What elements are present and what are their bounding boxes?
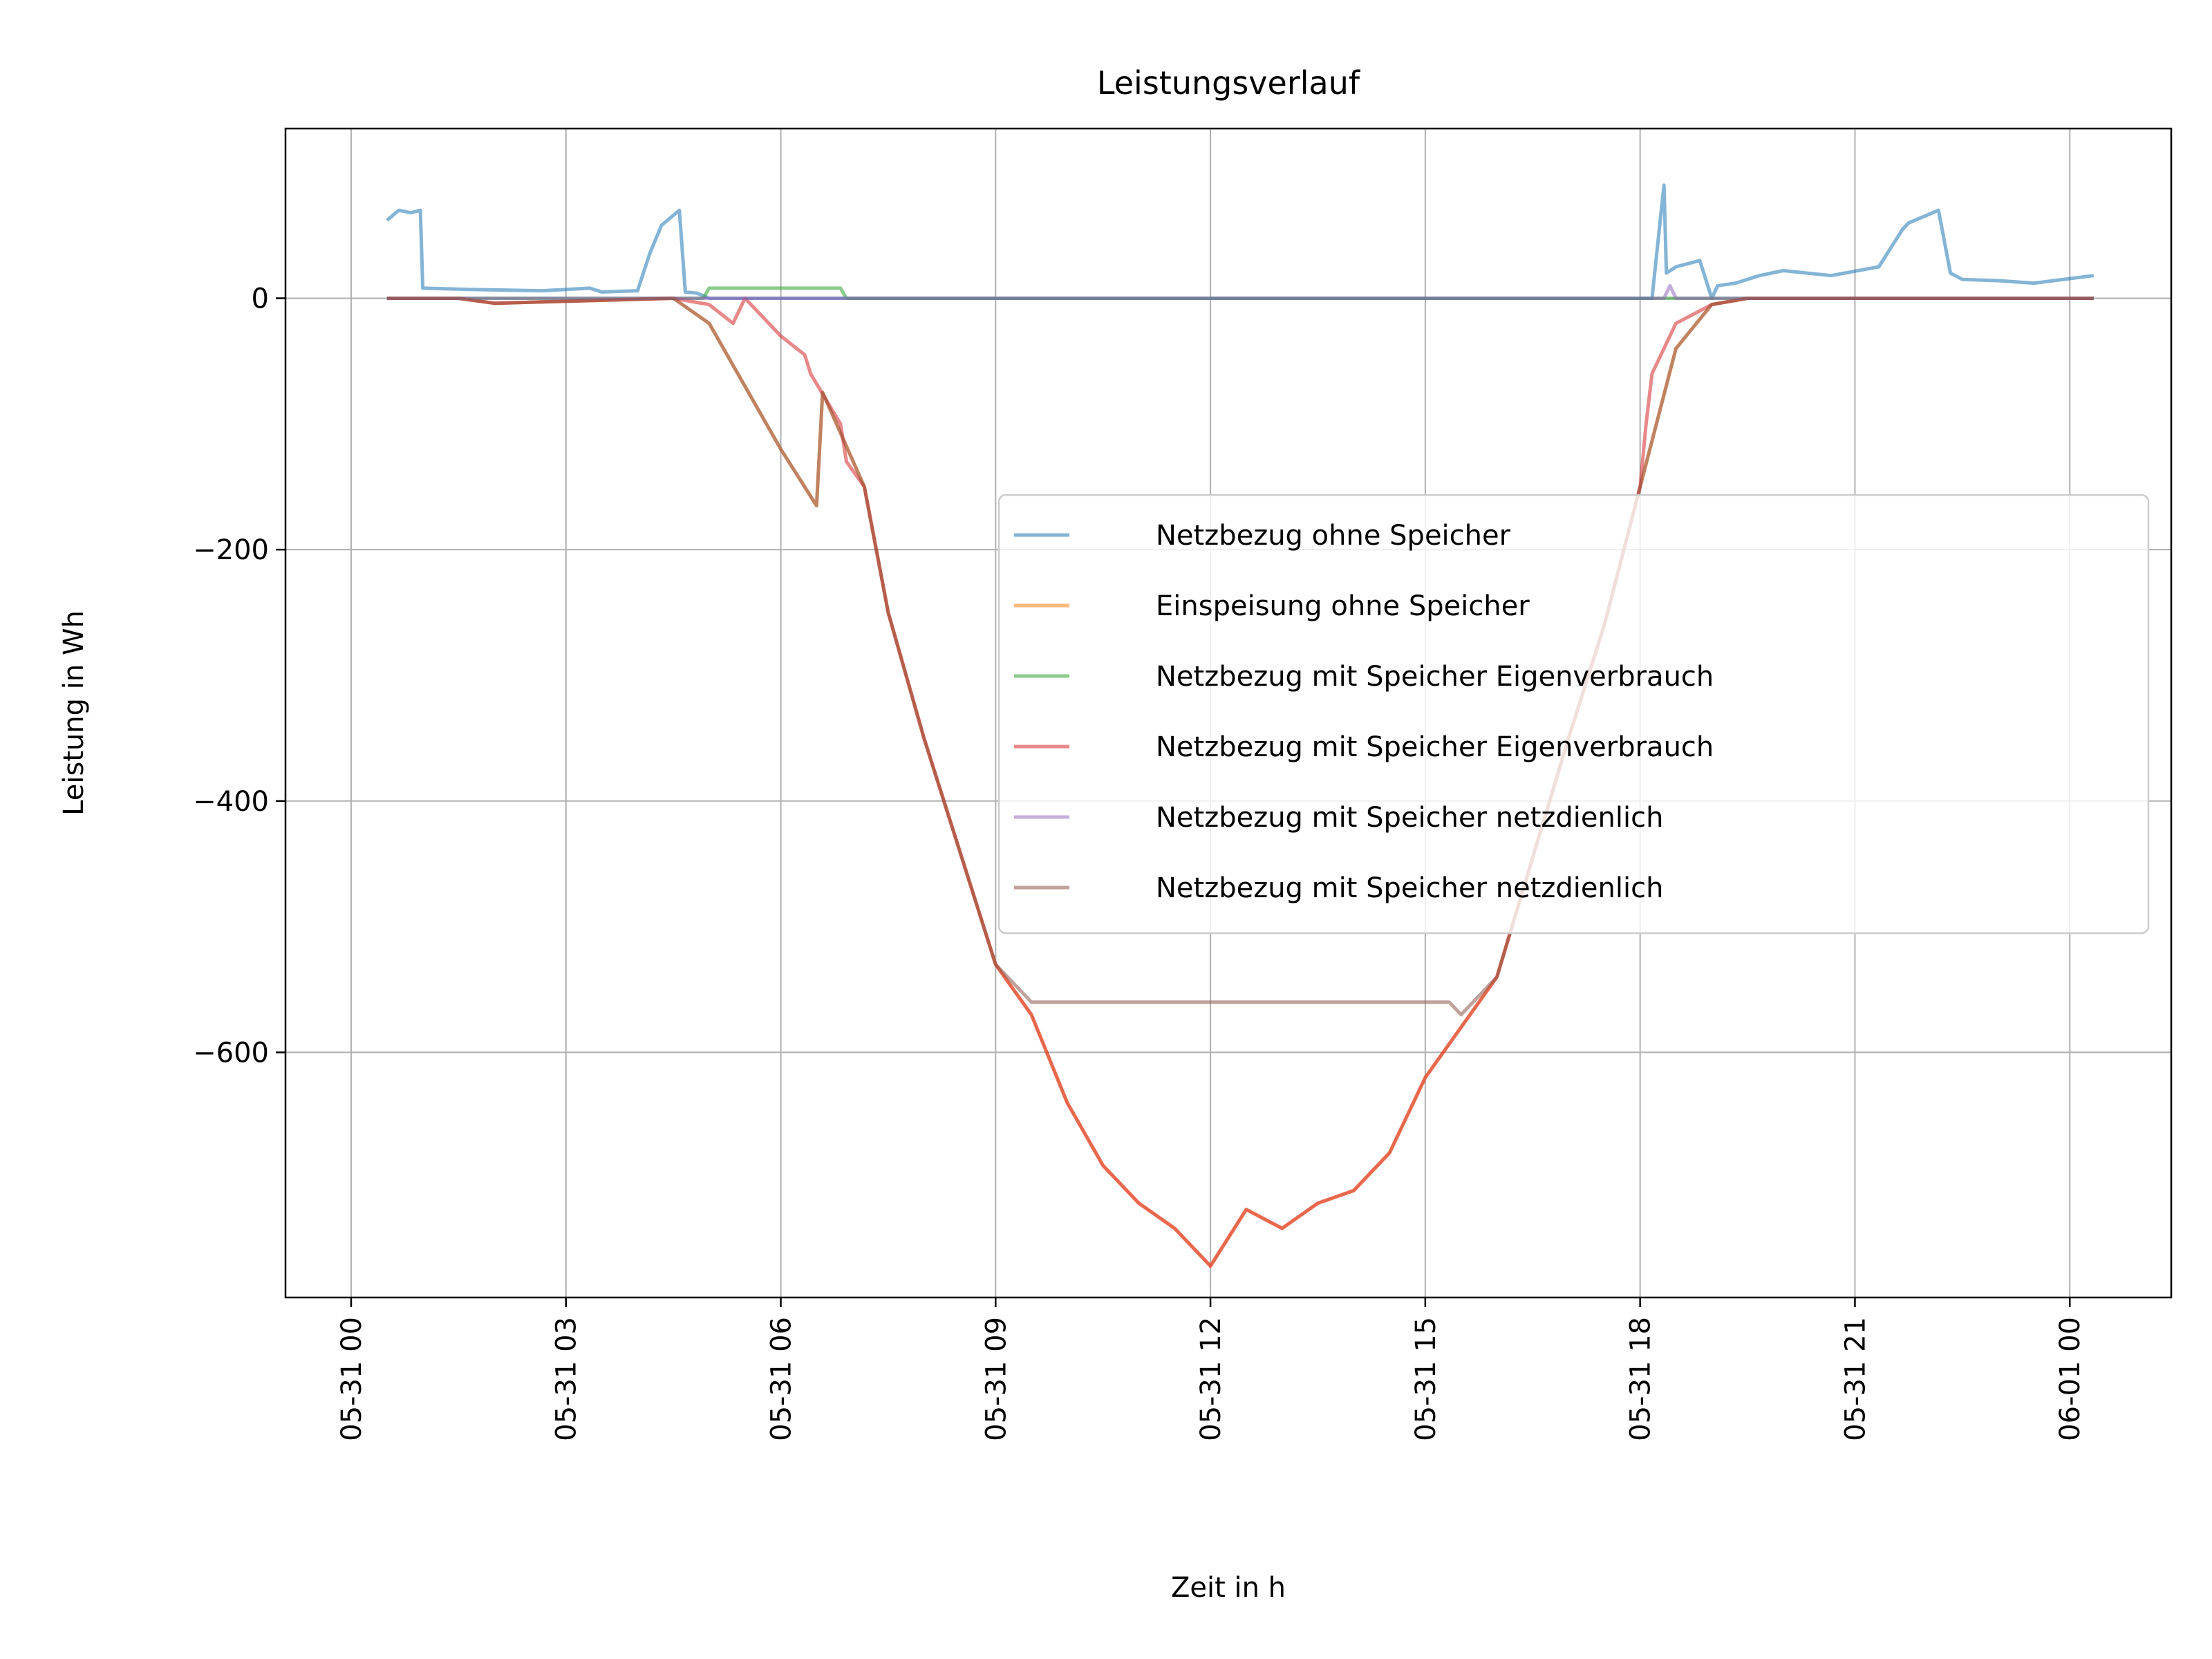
x-tick-label: 05-31 00	[336, 1317, 368, 1441]
x-tick-label: 05-31 18	[1625, 1317, 1657, 1441]
y-tick-label: −200	[193, 534, 269, 566]
x-tick-label: 05-31 09	[980, 1317, 1012, 1441]
y-tick-label: −600	[193, 1037, 269, 1069]
legend-box	[997, 494, 2150, 935]
x-tick-label: 05-31 21	[1839, 1317, 1871, 1441]
y-tick-label: 0	[252, 283, 269, 315]
x-tick-label: 05-31 12	[1195, 1317, 1227, 1441]
plot-frame	[284, 127, 2173, 1299]
legend-label: Einspeisung ohne Speicher	[1156, 590, 1530, 622]
x-tick-label: 05-31 03	[551, 1317, 583, 1441]
series-layer	[386, 183, 2094, 1268]
legend-label: Netzbezug mit Speicher netzdienlich	[1156, 802, 1663, 834]
x-tick-label: 06-01 00	[2054, 1317, 2086, 1441]
series-line-4	[386, 297, 2094, 1268]
y-axis-title: Leistung in Wh	[58, 610, 90, 816]
series-line-1	[386, 183, 2094, 300]
series-line-6	[386, 297, 2094, 1017]
x-tick-label: 05-31 06	[766, 1317, 798, 1441]
legend-label: Netzbezug mit Speicher Eigenverbrauch	[1156, 731, 1714, 763]
legend-label: Netzbezug mit Speicher Eigenverbrauch	[1156, 661, 1714, 693]
ticks: 05-31 00 05-31 03 05-31 06 05-31 09 05-31 12…	[193, 283, 2086, 1441]
legend-label: Netzbezug ohne Speicher	[1156, 520, 1511, 552]
x-tick-label: 05-31 15	[1410, 1317, 1442, 1441]
chart-title: Leistungsverlauf	[1097, 64, 1361, 102]
legend-label: Netzbezug mit Speicher netzdienlich	[1156, 872, 1663, 904]
legend: Netzbezug ohne Speicher Einspeisung ohne …	[997, 494, 2150, 935]
y-tick-label: −400	[193, 786, 269, 818]
x-axis-title: Zeit in h	[1171, 1572, 1286, 1604]
